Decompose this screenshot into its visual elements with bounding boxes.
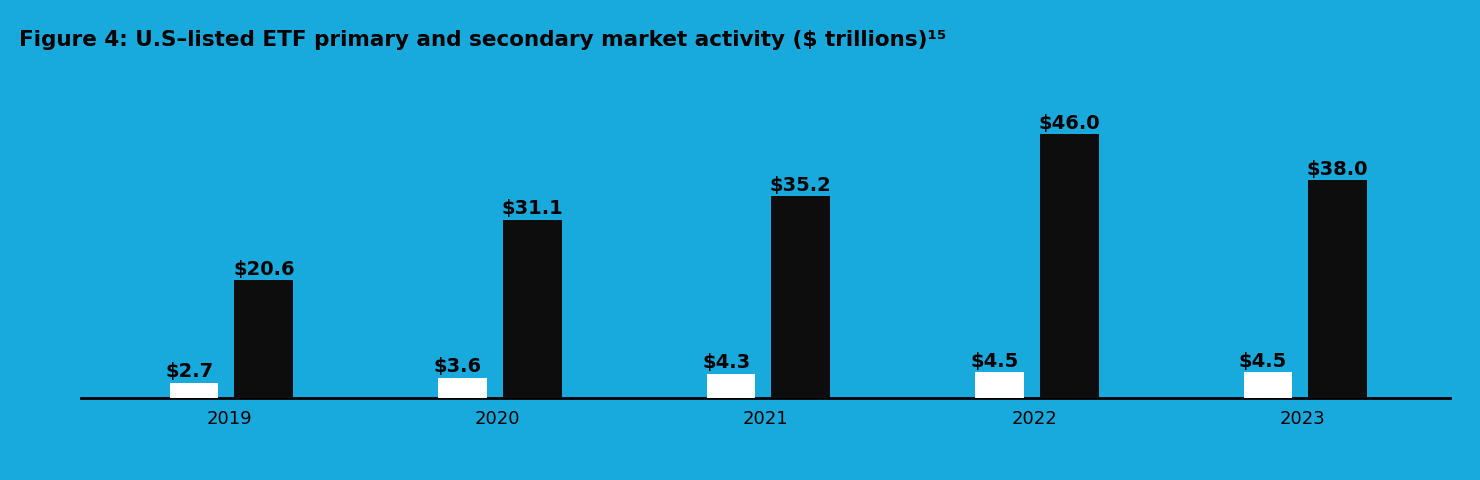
Bar: [170, 383, 219, 398]
Bar: [438, 378, 487, 398]
Text: $20.6: $20.6: [234, 259, 295, 278]
Bar: [1308, 180, 1368, 398]
Bar: [975, 372, 1024, 398]
Text: $35.2: $35.2: [770, 175, 832, 194]
Bar: [1040, 135, 1098, 398]
Bar: [503, 220, 562, 398]
Text: $2.7: $2.7: [166, 361, 213, 381]
Bar: [234, 280, 293, 398]
Text: $46.0: $46.0: [1039, 113, 1100, 132]
Bar: [1243, 372, 1292, 398]
Text: $38.0: $38.0: [1307, 159, 1369, 178]
Text: $31.1: $31.1: [502, 199, 564, 218]
Text: $4.5: $4.5: [971, 351, 1018, 370]
Text: $3.6: $3.6: [434, 357, 481, 375]
Text: $4.3: $4.3: [702, 352, 750, 372]
Text: $4.5: $4.5: [1239, 351, 1288, 370]
Bar: [771, 197, 830, 398]
Text: Figure 4: U.S–listed ETF primary and secondary market activity ($ trillions)¹⁵: Figure 4: U.S–listed ETF primary and sec…: [19, 30, 947, 50]
Bar: [707, 374, 755, 398]
